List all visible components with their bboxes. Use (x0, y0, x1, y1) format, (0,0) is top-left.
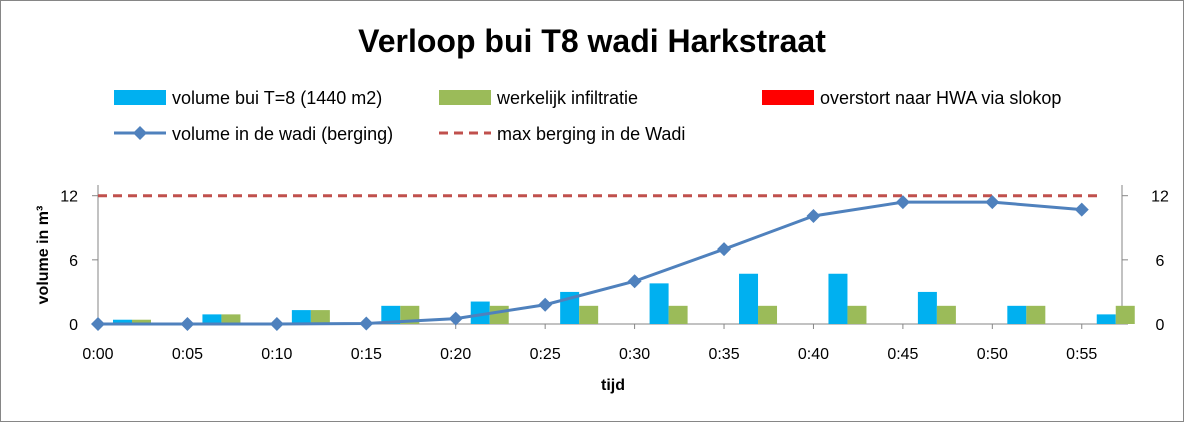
y-axis-title: volume in m³ (35, 206, 52, 305)
y-tick-label: 12 (60, 189, 78, 206)
bar-infiltration (668, 305, 688, 324)
x-axis-ticks: 0:00 0:05 0:10 0:15 0:20 0:25 0:30 0:35 0:40 0:45… (82, 324, 1097, 363)
bar-infiltration (221, 314, 241, 324)
legend-swatch-infiltration (439, 90, 491, 105)
x-tick-label: 0:50 (977, 346, 1008, 363)
bar-series (113, 273, 1135, 324)
bar-rain-volume (291, 310, 311, 324)
legend-label-wadi-storage: volume in de wadi (berging) (172, 124, 393, 144)
bar-rain-volume (202, 314, 222, 324)
legend-label-rain-volume: volume bui T=8 (1440 m2) (172, 88, 382, 108)
legend-label-max-storage: max berging in de Wadi (497, 124, 685, 144)
bar-rain-volume (1096, 314, 1116, 324)
bar-infiltration (758, 305, 778, 324)
y-tick-label: 0 (69, 317, 78, 334)
legend-item-wadi-storage: volume in de wadi (berging) (114, 124, 393, 144)
y2-tick-label: 6 (1156, 253, 1165, 270)
wadi-storage-point (895, 195, 910, 210)
x-tick-label: 0:20 (440, 346, 471, 363)
legend: volume bui T=8 (1440 m2) werkelijk infil… (114, 88, 1061, 144)
bar-infiltration (310, 310, 330, 324)
x-tick-label: 0:55 (1066, 346, 1097, 363)
x-tick-label: 0:45 (887, 346, 918, 363)
wadi-storage-point (538, 297, 553, 312)
wadi-storage-point (91, 317, 105, 331)
legend-marker-wadi-storage (133, 126, 147, 140)
wadi-storage-point (627, 274, 642, 289)
legend-item-overflow: overstort naar HWA via slokop (762, 88, 1061, 108)
wadi-storage-line (98, 200, 1082, 326)
bar-rain-volume (828, 273, 848, 324)
legend-item-rain-volume: volume bui T=8 (1440 m2) (114, 88, 382, 108)
bar-infiltration (132, 319, 151, 324)
wadi-storage-series (91, 195, 1089, 331)
y-axis-ticks: 0 6 12 (60, 189, 98, 334)
bar-rain-volume (381, 305, 401, 324)
x-tick-label: 0:15 (351, 346, 382, 363)
wadi-storage-point (448, 311, 463, 326)
bar-infiltration (489, 305, 509, 324)
x-tick-label: 0:30 (619, 346, 650, 363)
legend-item-infiltration: werkelijk infiltratie (439, 88, 638, 108)
bar-rain-volume (917, 291, 937, 324)
bar-infiltration (1115, 305, 1135, 324)
legend-swatch-overflow (762, 90, 814, 105)
x-tick-label: 0:05 (172, 346, 203, 363)
bar-infiltration (1026, 305, 1046, 324)
y-tick-label: 6 (69, 253, 78, 270)
bar-rain-volume (113, 319, 132, 324)
y2-tick-label: 12 (1151, 189, 1169, 206)
wadi-storage-point (985, 195, 1000, 210)
bar-rain-volume (649, 283, 669, 324)
bar-infiltration (847, 305, 867, 324)
x-tick-label: 0:00 (82, 346, 113, 363)
wadi-storage-point (1074, 202, 1089, 217)
chart-title: Verloop bui T8 wadi Harkstraat (358, 23, 826, 59)
y2-tick-label: 0 (1156, 317, 1165, 334)
bar-rain-volume (470, 301, 490, 324)
x-tick-label: 0:35 (708, 346, 739, 363)
bar-infiltration (936, 305, 956, 324)
legend-label-overflow: overstort naar HWA via slokop (820, 88, 1061, 108)
legend-item-max-storage: max berging in de Wadi (439, 124, 685, 144)
wadi-storage-point (359, 316, 374, 331)
wadi-storage-point (180, 317, 195, 331)
x-tick-label: 0:40 (798, 346, 829, 363)
wadi-storage-point (717, 242, 732, 257)
legend-label-infiltration: werkelijk infiltratie (496, 88, 638, 108)
bar-infiltration (579, 305, 599, 324)
x-tick-label: 0:25 (530, 346, 561, 363)
x-tick-label: 0:10 (261, 346, 292, 363)
x-axis-title: tijd (601, 377, 625, 394)
bar-rain-volume (739, 273, 759, 324)
bar-rain-volume (1007, 305, 1027, 324)
legend-swatch-rain-volume (114, 90, 166, 105)
wadi-storage-point (269, 317, 284, 331)
wadi-storage-point (806, 209, 821, 224)
